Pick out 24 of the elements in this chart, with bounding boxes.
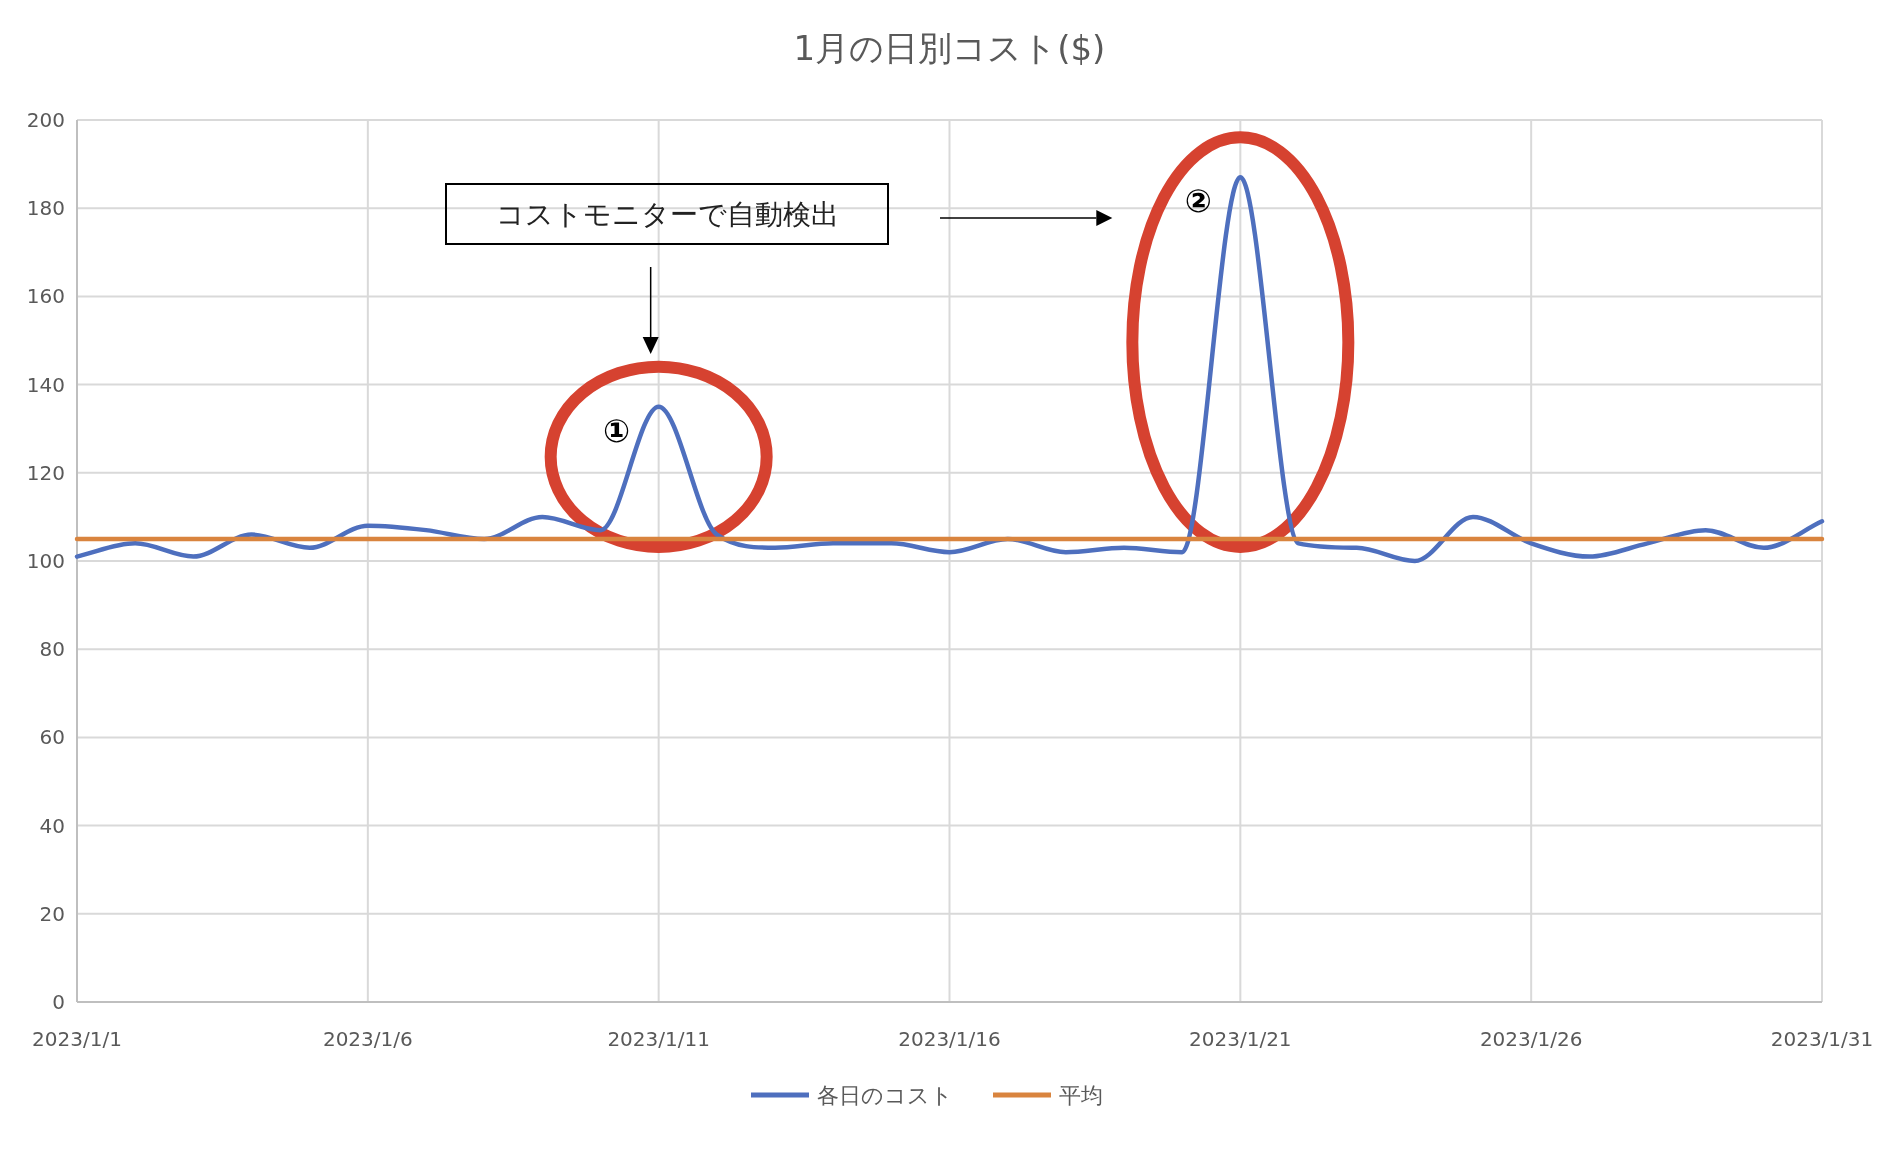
y-tick-label: 100 (26, 549, 65, 573)
y-tick-label: 120 (26, 460, 65, 485)
x-tick-label: 2023/1/11 (607, 1027, 710, 1051)
annotation: ① (603, 411, 631, 450)
x-tick-label: 2023/1/16 (898, 1027, 1001, 1051)
y-tick-label: 20 (39, 901, 65, 926)
y-tick-label: 0 (52, 990, 65, 1014)
annotation: コストモニターで自動検出 (495, 198, 839, 231)
legend-label: 平均 (1059, 1083, 1103, 1108)
y-tick-label: 200 (26, 108, 65, 132)
x-tick-label: 2023/1/1 (32, 1027, 122, 1051)
chart-title: 1月の日別コスト($) (793, 28, 1106, 68)
legend-label: 各日のコスト (817, 1083, 953, 1108)
x-tick-label: 2023/1/21 (1189, 1027, 1292, 1051)
y-tick-label: 80 (39, 637, 65, 662)
y-tick-label: 60 (39, 725, 65, 750)
x-tick-label: 2023/1/31 (1770, 1027, 1874, 1051)
y-tick-label: 180 (26, 196, 65, 221)
y-tick-label: 140 (26, 372, 65, 397)
annotation: ② (1184, 182, 1212, 221)
y-tick-label: 160 (26, 284, 65, 309)
y-tick-label: 40 (39, 813, 65, 838)
x-tick-label: 2023/1/6 (322, 1027, 413, 1051)
x-tick-label: 2023/1/26 (1479, 1027, 1583, 1051)
